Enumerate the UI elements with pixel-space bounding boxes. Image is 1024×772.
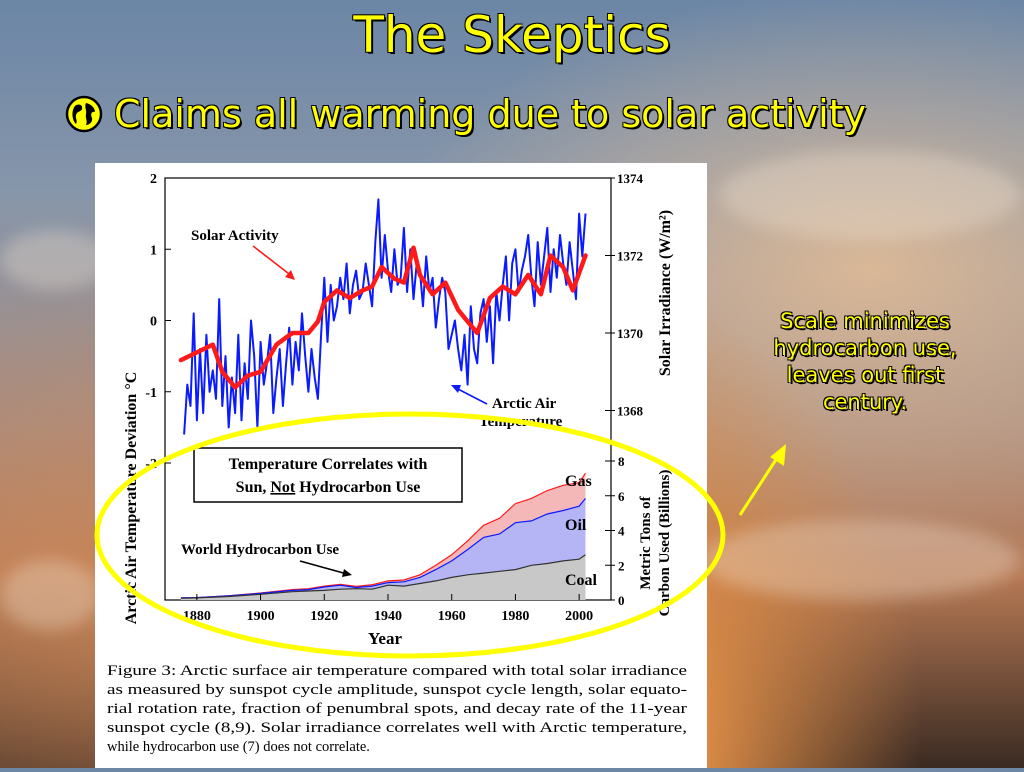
x-tick-label: 1920 [310,609,338,624]
cloud-decoration [720,150,1020,240]
x-tick-label: 1880 [183,609,211,624]
lower-axis-title-line1: Metric Tons of [638,495,654,589]
cloud-decoration [0,560,100,630]
x-tick-label: 1900 [247,609,275,624]
figure-panel: 2 1 0 -1 -2 1374 1372 1370 1368 8 6 4 2 0 1880 1900 1920… [95,163,707,768]
chart-svg: 2 1 0 -1 -2 1374 1372 1370 1368 8 6 4 2 0 1880 1900 1920… [107,171,687,755]
right-tick-label: 1370 [617,326,643,341]
x-tick-label: 1980 [501,609,529,624]
bullet-point: Claims all warming due to solar activity [64,92,866,136]
box-line2-part1: Sun, [236,479,271,496]
annotation-note: Scale minimizes hydrocarbon use, leaves … [773,309,957,414]
box-line2-part2: Hydrocarbon Use [295,479,420,496]
arctic-label-line1: Arctic Air [492,396,557,412]
left-tick-label: -2 [145,457,157,472]
caption-line-5: while hydrocarbon use (7) does not corre… [107,739,370,755]
lower-tick-label: 2 [618,558,625,573]
lower-tick-label: 8 [618,454,625,469]
lower-tick-label: 4 [618,524,625,539]
solar-arrow [252,245,294,278]
right-tick-label: 1374 [617,171,644,186]
solar-activity-label: Solar Activity [191,228,279,244]
left-tick-label: 0 [150,315,157,330]
right-axis-title: Solar Irradiance (W/m²) [657,210,674,376]
arctic-arrow-head [451,385,461,393]
cloud-decoration [0,230,110,290]
hydrocarbon-label: World Hydrocarbon Use [181,542,339,558]
caption-line-1: Figure 3: Arctic surface air temperature… [107,663,687,679]
right-tick-label: 1372 [617,249,643,264]
hydrocarbon-arrow-head [342,569,352,577]
lower-tick-label: 6 [618,489,625,504]
x-tick-label: 1960 [438,609,466,624]
x-tick-label: 2000 [565,609,593,624]
x-axis-title: Year [368,629,402,648]
box-line2-not: Not [270,479,296,496]
globe-icon [65,95,103,133]
x-tick-label: 1940 [374,609,402,624]
lower-tick-label: 0 [618,593,625,608]
pointer-arrow [738,454,781,516]
caption-line-2: as measured by sunspot cycle amplitude, … [107,682,687,698]
right-tick-label: 1368 [617,404,644,419]
arctic-arrow [455,387,488,405]
series-solar-activity [178,245,588,390]
bullet-text: Claims all warming due to solar activity [114,92,867,136]
solar-arrow-head [285,270,295,280]
caption-line-3: rial rotation rate, fraction of penumbra… [107,701,687,717]
correlation-box-line1: Temperature Correlates with [229,456,428,473]
pointer-arrow-head [770,444,786,466]
left-axis-title: Arctic Air Temperature Deviation °C [123,372,140,625]
lower-axis-title-line2: Carbon Used (Billions) [657,470,673,617]
correlation-box-line2: Sun, Not Hydrocarbon Use [236,479,421,496]
cloud-decoration [700,520,1020,600]
arctic-label-line2: Temperature [479,414,563,430]
left-tick-label: 1 [150,243,157,258]
slide-title: The Skeptics [353,6,671,64]
left-tick-label: -1 [145,386,157,401]
fuel-label-gas: Gas [565,473,592,490]
fuel-label-coal: Coal [565,572,598,589]
fuel-label-oil: Oil [565,517,587,534]
left-tick-label: 2 [150,172,157,187]
hydrocarbon-arrow [299,560,348,575]
caption-line-4: sunspot cycle (8,9). Solar irradiance co… [107,720,687,736]
